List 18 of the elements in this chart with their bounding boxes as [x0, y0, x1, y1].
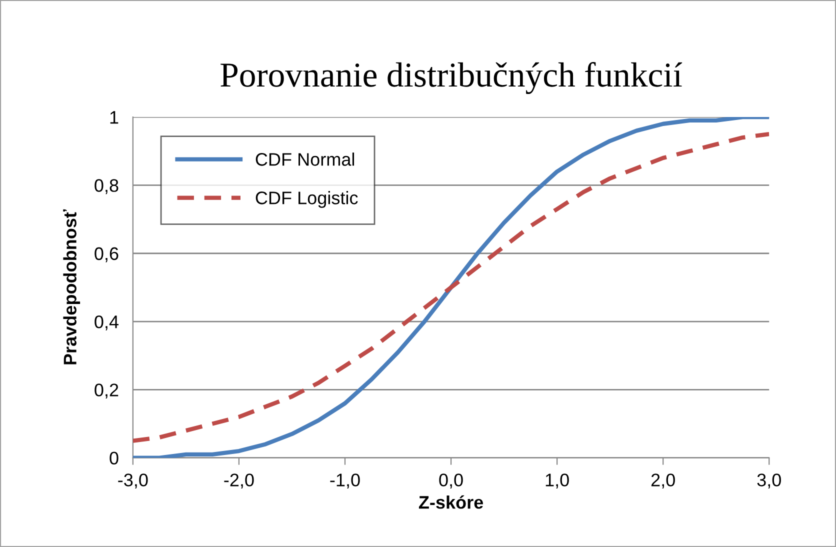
- x-tick-label: 0,0: [439, 474, 463, 489]
- x-tick-label: 3,0: [757, 474, 781, 489]
- x-tick-label: 2,0: [651, 474, 675, 489]
- x-tick-label: 1,0: [546, 474, 569, 489]
- x-tick-label: -1,0: [330, 474, 360, 489]
- y-tick-label: 1: [110, 111, 118, 124]
- chart-title: Porovnanie distribučných funkcií: [220, 62, 682, 94]
- legend-label: CDF Normal: [256, 152, 354, 166]
- x-tick-label: -2,0: [224, 474, 254, 489]
- y-axis-title: Pravdepodobnosť: [63, 209, 80, 364]
- x-tick-label: -3,0: [118, 474, 148, 489]
- y-tick-label: 0,8: [94, 179, 118, 194]
- y-tick-label: 0,6: [94, 247, 118, 262]
- x-axis-title: Z-skóre: [418, 495, 484, 509]
- legend-label: CDF Logistic: [256, 191, 358, 208]
- y-tick-label: 0: [110, 452, 118, 465]
- y-tick-label: 0,2: [94, 384, 118, 399]
- y-tick-label: 0,4: [94, 315, 119, 330]
